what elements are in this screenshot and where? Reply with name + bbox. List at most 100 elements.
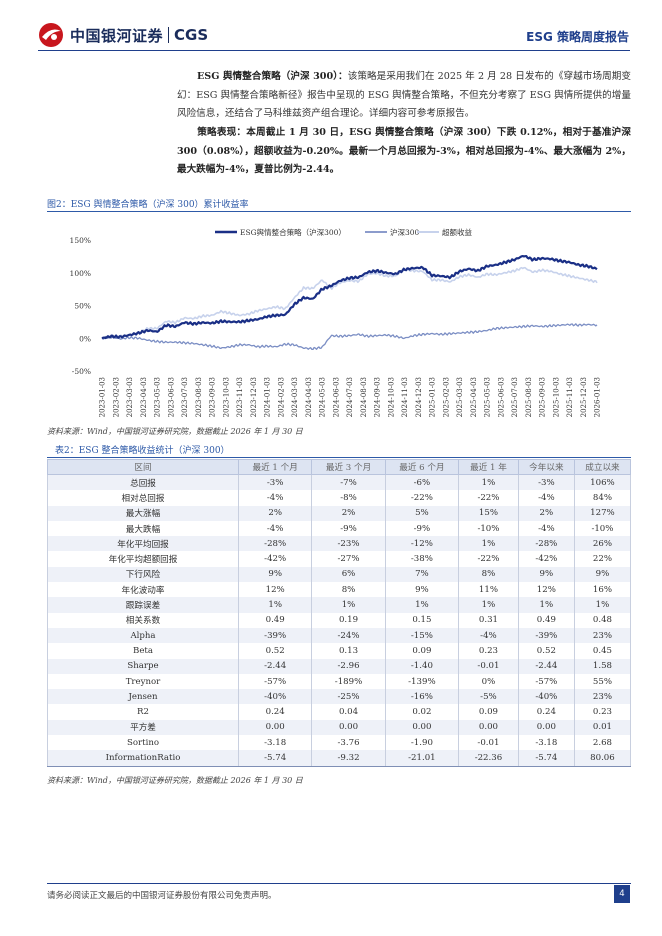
- row-label-cell: 年化波动率: [47, 582, 239, 598]
- page-header: 中国银河证券 CGS ESG 策略周度报告: [0, 0, 662, 58]
- chart-y-axis: 150% 100% 50% 0% -50%: [70, 236, 91, 376]
- table-cell: 1%: [458, 536, 519, 552]
- x-tick-label: 2023-08-03: [195, 377, 203, 417]
- table-cell: -10%: [458, 520, 519, 537]
- table-cell: 80.06: [573, 750, 632, 767]
- table-row: Sharpe -2.44 -2.96 -1.40 -0.01 -2.44 1.58: [47, 658, 632, 674]
- table-cell: -40%: [237, 689, 313, 705]
- table-cell: -2.44: [517, 658, 575, 674]
- table-cell: -10%: [573, 520, 632, 537]
- table-cell: 84%: [573, 490, 632, 506]
- table-cell: 15%: [458, 505, 519, 521]
- table-row: InformationRatio -5.74 -9.32 -21.01 -22.36 -5…: [47, 750, 632, 767]
- table-cell: 0.00: [517, 719, 575, 736]
- table-cell: 0.48: [573, 612, 632, 628]
- row-label-cell: InformationRatio: [47, 750, 239, 767]
- y-tick-label: 50%: [74, 302, 91, 311]
- performance-text: 策略表现：本周截止 1 月 30 日，ESG 舆情整合策略（沪深 300）下跌 …: [177, 127, 631, 175]
- row-label-cell: Alpha: [47, 627, 239, 644]
- table-cell: -2.96: [311, 658, 386, 674]
- table-cell: -42%: [237, 551, 313, 567]
- x-tick-label: 2023-10-03: [222, 377, 230, 417]
- row-label-cell: 最大跌幅: [47, 520, 239, 537]
- x-tick-label: 2025-10-03: [552, 377, 560, 417]
- table-cell: -4%: [237, 490, 313, 506]
- table-cell: -22%: [458, 551, 519, 567]
- table-cell: 23%: [573, 689, 632, 705]
- table-cell: -9.32: [311, 750, 386, 767]
- table-row: 下行风险 9% 6% 7% 8% 9% 9%: [47, 566, 632, 583]
- footer-disclaimer: 请务必阅读正文最后的中国银河证券股份有限公司免责声明。: [47, 891, 277, 901]
- table-cell: -22.36: [458, 750, 519, 767]
- brand-name-en: CGS: [174, 26, 209, 44]
- table-cell: -57%: [237, 673, 313, 690]
- table-cell: -22%: [384, 490, 460, 506]
- x-tick-label: 2024-11-03: [401, 377, 409, 417]
- galaxy-logo-icon: [39, 23, 63, 47]
- table-cell: 9%: [237, 566, 313, 583]
- report-type-label: ESG 策略周度报告: [526, 30, 629, 44]
- x-tick-label: 2024-10-03: [387, 377, 395, 417]
- table-row: 年化平均超额回报 -42% -27% -38% -22% -42% 22%: [47, 551, 632, 567]
- row-label-cell: 平方差: [47, 719, 239, 736]
- table-header-row: 区间 最近 1 个月 最近 3 个月 最近 6 个月 最近 1 年今年以来 成立以来: [47, 459, 632, 475]
- table-header-cell: 最近 1 个月: [237, 459, 313, 475]
- legend-label: ESG舆情整合策略（沪深300）: [240, 227, 346, 237]
- table-cell: -139%: [384, 673, 460, 690]
- footer-divider: [47, 883, 631, 884]
- x-tick-label: 2025-01-03: [429, 377, 437, 417]
- table-row: 相对总回报 -4% -8% -22% -22% -4% 84%: [47, 490, 632, 506]
- table-cell: 8%: [458, 566, 519, 583]
- table-cell: -4%: [458, 627, 519, 644]
- table-row: 跟踪误差 1% 1% 1% 1% 1% 1%: [47, 597, 632, 613]
- x-tick-label: 2025-09-03: [539, 377, 547, 417]
- table-cell: -5%: [458, 689, 519, 705]
- x-tick-label: 2025-04-03: [470, 377, 478, 417]
- row-label-cell: Jensen: [47, 689, 239, 705]
- table-cell: -2.44: [237, 658, 313, 674]
- table-cell: -57%: [517, 673, 575, 690]
- legend-label: 沪深300: [390, 227, 420, 237]
- table-cell: -12%: [384, 536, 460, 552]
- y-tick-label: 100%: [70, 269, 91, 278]
- x-tick-label: 2025-11-03: [566, 377, 574, 417]
- table-cell: 0.01: [573, 719, 632, 736]
- table-header-cell: 最近 6 个月: [384, 459, 460, 475]
- table-cell: 0.49: [517, 612, 575, 628]
- x-tick-label: 2023-02-03: [112, 377, 120, 417]
- table-cell: 0.00: [311, 719, 386, 736]
- table-cell: -15%: [384, 627, 460, 644]
- table-cell: 2.68: [573, 735, 632, 751]
- row-label-cell: Beta: [47, 643, 239, 659]
- row-label-cell: 年化平均回报: [47, 536, 239, 552]
- table-cell: -3%: [237, 474, 313, 491]
- table-header-cell: 最近 3 个月: [311, 459, 386, 475]
- table-cell: -8%: [311, 490, 386, 506]
- table-cell: 0.00: [237, 719, 313, 736]
- table-row: Treynor -57% -189% -139% 0% -57% 55%: [47, 673, 632, 690]
- table-cell: 8%: [311, 582, 386, 598]
- table-cell: 0.02: [384, 704, 460, 720]
- intro-lead: ESG 舆情整合策略（沪深 300）：: [197, 71, 348, 82]
- table-cell: 55%: [573, 673, 632, 690]
- table-cell: -1.90: [384, 735, 460, 751]
- table-cell: -9%: [311, 520, 386, 537]
- x-tick-label: 2023-01-03: [99, 377, 107, 417]
- table-cell: 23%: [573, 627, 632, 644]
- table-cell: -22%: [458, 490, 519, 506]
- cumulative-return-chart: ESG舆情整合策略（沪深300） 沪深300 超额收益 150% 100% 50% 0% -…: [70, 227, 602, 417]
- table-cell: -28%: [517, 536, 575, 552]
- return-stats-table: 区间 最近 1 个月 最近 3 个月 最近 6 个月 最近 1 年今年以来 成立以来 总回…: [47, 459, 632, 767]
- table-source: 资料来源：Wind，中国银河证券研究院，数据截止 2026 年 1 月 30 日: [47, 776, 303, 785]
- table-cell: 1%: [573, 597, 632, 613]
- intro-text: 该策略是采用我们在 2025 年 2 月 28 日发布的《穿越市场周期变幻：ES…: [177, 71, 631, 119]
- table-cell: -189%: [311, 673, 386, 690]
- table-cell: 12%: [237, 582, 313, 598]
- table-cell: -16%: [384, 689, 460, 705]
- table-header-cell: 今年以来: [517, 459, 575, 475]
- x-tick-label: 2023-09-03: [209, 377, 217, 417]
- x-tick-label: 2025-06-03: [497, 377, 505, 417]
- table-cell: 0.52: [517, 643, 575, 659]
- table-cell: 0%: [458, 673, 519, 690]
- table-cell: 106%: [573, 474, 632, 491]
